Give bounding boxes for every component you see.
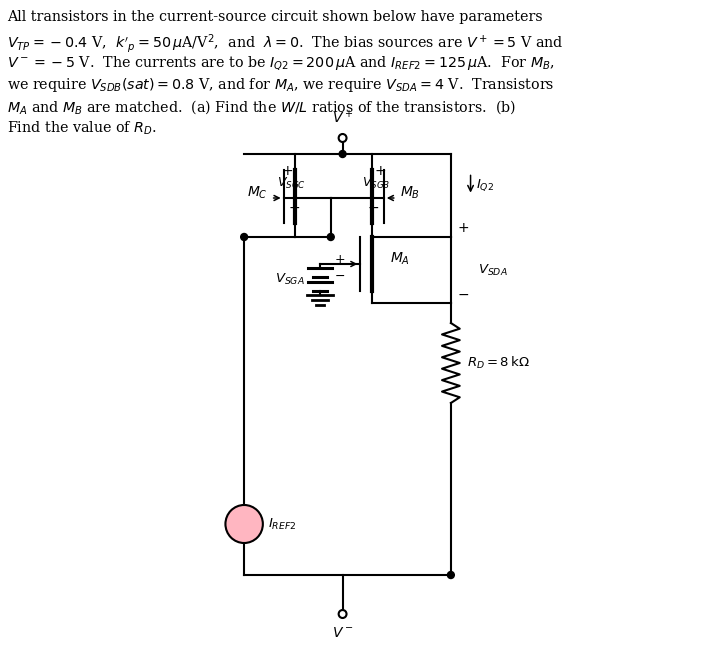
Text: $V^-$: $V^-$ (332, 626, 353, 640)
Text: $V_{SGC}$: $V_{SGC}$ (277, 176, 306, 191)
Text: $I_{REF2}$: $I_{REF2}$ (268, 517, 296, 532)
Text: $-$: $-$ (333, 269, 345, 282)
Text: $-$: $-$ (367, 200, 379, 214)
Text: $V_{SGA}$: $V_{SGA}$ (275, 272, 305, 287)
Text: $V^+$: $V^+$ (332, 109, 353, 126)
Text: $V_{SGB}$: $V_{SGB}$ (362, 176, 390, 191)
Circle shape (339, 151, 346, 157)
Text: $+$: $+$ (282, 164, 294, 178)
Text: $+$: $+$ (374, 164, 386, 178)
Text: $R_D = 8\,\mathrm{k\Omega}$: $R_D = 8\,\mathrm{k\Omega}$ (466, 355, 530, 371)
Text: $M_A$ and $M_B$ are matched.  (a) Find the $W/L$ ratios of the transistors.  (b): $M_A$ and $M_B$ are matched. (a) Find th… (7, 98, 516, 116)
Text: $-$: $-$ (289, 200, 301, 214)
Text: Find the value of $R_D$.: Find the value of $R_D$. (7, 120, 157, 137)
Text: $-$: $-$ (456, 287, 469, 301)
Circle shape (241, 233, 247, 241)
Text: $M_C$: $M_C$ (247, 185, 268, 201)
Text: $M_A$: $M_A$ (390, 251, 410, 267)
Text: $V_{SDA}$: $V_{SDA}$ (479, 263, 508, 278)
Text: we require $V_{SDB}(sat) = 0.8$ V, and for $M_A$, we require $V_{SDA} = 4$ V.  T: we require $V_{SDB}(sat) = 0.8$ V, and f… (7, 76, 555, 94)
Circle shape (225, 505, 263, 543)
Text: $V_{TP} = -0.4$ V,  $k'_p = 50\,\mu$A/V$^2$,  and  $\lambda = 0$.  The bias sour: $V_{TP} = -0.4$ V, $k'_p = 50\,\mu$A/V$^… (7, 32, 564, 55)
Text: $V^- = -5$ V.  The currents are to be $I_{Q2} = 200\,\mu$A and $I_{REF2} = 125\,: $V^- = -5$ V. The currents are to be $I_… (7, 54, 555, 72)
Text: $+$: $+$ (333, 253, 345, 266)
Circle shape (447, 571, 454, 579)
Circle shape (327, 233, 334, 241)
Text: $+$: $+$ (456, 221, 469, 235)
Text: $I_{Q2}$: $I_{Q2}$ (476, 177, 495, 194)
Text: $M_B$: $M_B$ (400, 185, 419, 201)
Text: All transistors in the current-source circuit shown below have parameters: All transistors in the current-source ci… (7, 10, 542, 24)
